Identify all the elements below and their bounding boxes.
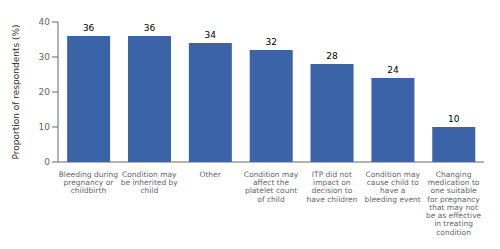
svg-text:10: 10 bbox=[448, 114, 460, 124]
svg-text:32: 32 bbox=[265, 37, 276, 47]
svg-text:Proportion of respondents (%): Proportion of respondents (%) bbox=[11, 24, 21, 159]
svg-text:Condition mayaffect theplatele: Condition mayaffect theplatelet countof … bbox=[244, 170, 299, 204]
svg-text:Bleeding duringpregnancy orchi: Bleeding duringpregnancy orchildbirth bbox=[59, 170, 119, 196]
svg-text:30: 30 bbox=[39, 52, 51, 62]
svg-text:Condition maycause child tohav: Condition maycause child tohave ableedin… bbox=[365, 170, 421, 204]
svg-text:ITP did notimpact ondecision t: ITP did notimpact ondecision tohave chil… bbox=[306, 170, 357, 204]
svg-text:0: 0 bbox=[44, 157, 50, 167]
svg-text:10: 10 bbox=[39, 122, 51, 132]
svg-text:40: 40 bbox=[39, 17, 51, 27]
svg-text:36: 36 bbox=[144, 23, 156, 33]
svg-text:20: 20 bbox=[39, 87, 51, 97]
svg-text:Changingmedication toone suita: Changingmedication toone suitablefor pre… bbox=[426, 170, 482, 237]
svg-text:Condition maybe inherited bych: Condition maybe inherited bychild bbox=[121, 170, 179, 196]
svg-text:34: 34 bbox=[205, 30, 217, 40]
svg-text:28: 28 bbox=[326, 51, 338, 61]
svg-text:36: 36 bbox=[83, 23, 95, 33]
svg-text:24: 24 bbox=[387, 65, 399, 75]
svg-text:Other: Other bbox=[199, 170, 221, 179]
